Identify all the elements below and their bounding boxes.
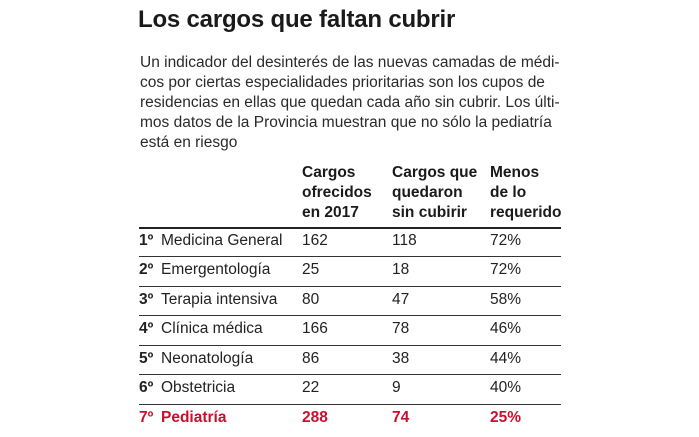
unfilled-value: 18 [392, 261, 410, 278]
header-line: en 2017 [302, 204, 359, 221]
table-row: 2º Emergentología 25 18 72% [139, 257, 561, 287]
offered-value: 25 [302, 261, 320, 278]
unfilled-value: 118 [392, 232, 417, 249]
offered-value: 162 [302, 232, 328, 249]
header-line: Menos [490, 164, 540, 181]
percent-value: 44% [490, 350, 522, 367]
unfilled-value: 78 [392, 320, 410, 337]
rank: 3º [139, 291, 154, 308]
rank: 4º [139, 320, 154, 337]
intro-paragraph: Un indicador del desinterés de las nueva… [140, 53, 580, 153]
header-line: Cargos [302, 164, 356, 181]
rank: 5º [139, 350, 154, 367]
offered-value: 80 [302, 291, 320, 308]
specialty-name: Medicina General [161, 232, 283, 249]
table-row: 4º Clínica médica 166 78 46% [139, 316, 561, 346]
offered-value: 288 [302, 409, 328, 426]
header-unfilled: Cargos que quedaron sin cubirir [392, 163, 477, 223]
row-divider [139, 256, 561, 257]
row-divider [139, 315, 561, 316]
header-line: quedaron [392, 184, 463, 201]
intro-line: mos datos de la Provincia muestran que n… [140, 114, 552, 131]
specialty-name: Emergentología [161, 261, 271, 278]
specialty-name: Pediatría [161, 409, 227, 426]
percent-value: 72% [490, 232, 522, 249]
percent-value: 40% [490, 379, 522, 396]
specialty-name: Neonatología [161, 350, 254, 367]
rank: 7º [139, 409, 154, 426]
specialty-name: Obstetricia [161, 379, 236, 396]
intro-line: está en riesgo [140, 134, 238, 151]
header-line: sin cubirir [392, 204, 467, 221]
header-below-required: Menos de lo requerido [490, 163, 561, 223]
unfilled-value: 47 [392, 291, 410, 308]
rank: 6º [139, 379, 154, 396]
row-divider [139, 286, 561, 287]
page-title: Los cargos que faltan cubrir [138, 6, 456, 33]
header-line: de lo [490, 184, 527, 201]
header-line: ofrecidos [302, 184, 372, 201]
header-line: Cargos que [392, 164, 478, 181]
intro-line: cos por ciertas especialidades prioritar… [140, 74, 545, 91]
row-divider [139, 374, 561, 375]
percent-value: 46% [490, 320, 522, 337]
offered-value: 22 [302, 379, 320, 396]
intro-line: residencias en ellas que quedan cada año… [140, 94, 560, 111]
table-top-rule [139, 227, 561, 229]
table-row: 1º Medicina General 162 118 72% [139, 228, 561, 258]
percent-value: 72% [490, 261, 522, 278]
row-divider [139, 404, 561, 405]
rank: 1º [139, 232, 154, 249]
offered-value: 166 [302, 320, 328, 337]
unfilled-value: 9 [392, 379, 401, 396]
row-divider [139, 345, 561, 346]
header-offered: Cargos ofrecidos en 2017 [302, 163, 372, 223]
rank: 2º [139, 261, 154, 278]
unfilled-value: 38 [392, 350, 410, 367]
intro-line: Un indicador del desinterés de las nueva… [140, 54, 560, 71]
percent-value: 58% [490, 291, 522, 308]
table-row: 6º Obstetricia 22 9 40% [139, 375, 561, 405]
table-row: 3º Terapia intensiva 80 47 58% [139, 287, 561, 317]
offered-value: 86 [302, 350, 320, 367]
specialty-name: Terapia intensiva [161, 291, 278, 308]
specialty-name: Clínica médica [161, 320, 263, 337]
table-row: 5º Neonatología 86 38 44% [139, 346, 561, 376]
header-line: requerido [490, 204, 562, 221]
table-row-highlighted: 7º Pediatría 288 74 25% [139, 405, 561, 435]
percent-value: 25% [490, 409, 522, 426]
unfilled-value: 74 [392, 409, 410, 426]
